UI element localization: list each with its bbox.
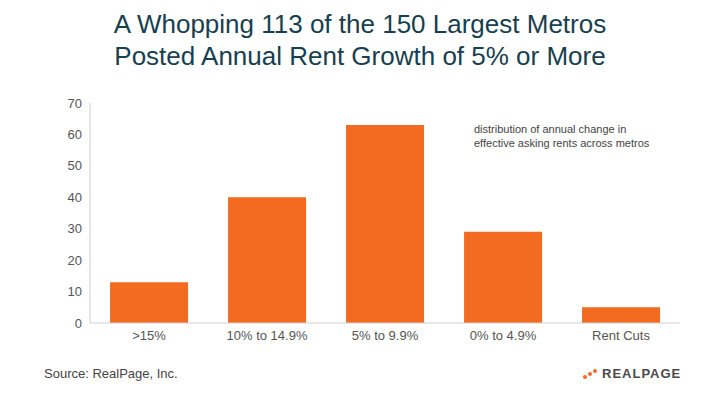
- svg-text:50: 50: [68, 158, 82, 173]
- html-text:Source: RealPage, Inc.: Source: RealPage, Inc.: [44, 366, 178, 381]
- svg-text:60: 60: [68, 127, 82, 142]
- svg-text:0% to 4.9%: 0% to 4.9%: [470, 328, 537, 343]
- html-text:REALPAGE: REALPAGE: [602, 366, 682, 381]
- html-text:A Whopping 113 of the 150 Larg: A Whopping 113 of the 150 Largest Metros…: [113, 9, 607, 71]
- svg-text:30: 30: [68, 221, 82, 236]
- svg-text:20: 20: [68, 253, 82, 268]
- svg-text:Rent Cuts: Rent Cuts: [592, 328, 650, 343]
- svg-text:10: 10: [68, 284, 82, 299]
- svg-text:>15%: >15%: [132, 328, 166, 343]
- svg-text:5% to 9.9%: 5% to 9.9%: [352, 328, 419, 343]
- html-text:distribution of annual change: distribution of annual change in effecti…: [474, 123, 650, 149]
- svg-text:70: 70: [68, 96, 82, 111]
- svg-text:40: 40: [68, 190, 82, 205]
- svg-text:0: 0: [75, 316, 82, 331]
- svg-text:10% to 14.9%: 10% to 14.9%: [227, 328, 308, 343]
